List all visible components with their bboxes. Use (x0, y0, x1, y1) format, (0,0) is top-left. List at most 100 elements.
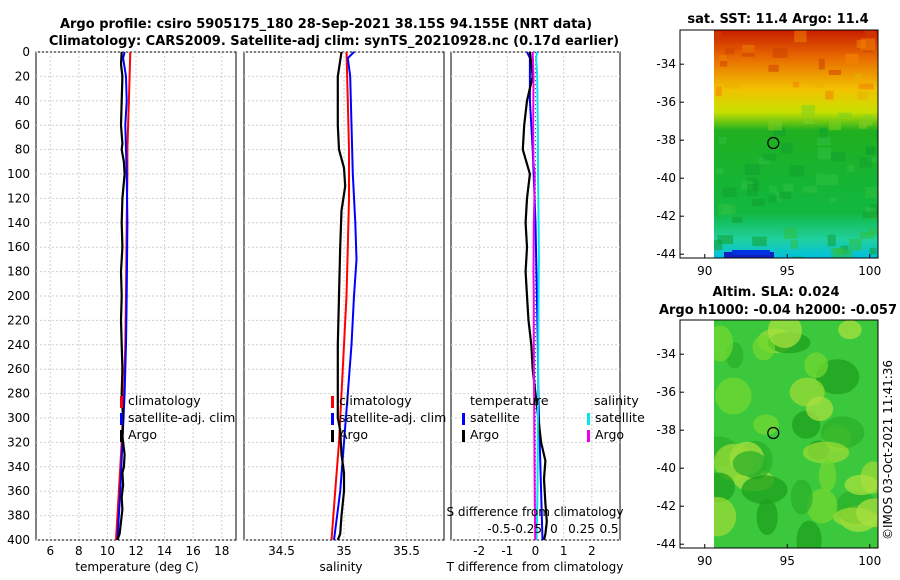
y-tick-label: 280 (7, 387, 30, 401)
sst-cell (742, 44, 755, 53)
sst-cell (780, 143, 793, 154)
sst-map (679, 29, 879, 259)
sst-cell (868, 228, 878, 235)
sst-cell (758, 157, 770, 165)
sst-cell (840, 249, 853, 258)
x-tick-label: -1 (501, 544, 513, 558)
y-tick-label: 180 (7, 265, 30, 279)
map-y-tick-label: -36 (656, 95, 676, 109)
sst-cell (719, 55, 727, 65)
sla-blob (838, 320, 862, 340)
sst-cell (865, 146, 874, 156)
sla-map-title-1: Altim. SLA: 0.024 (713, 285, 840, 300)
legend-swatch-satellite (331, 413, 334, 425)
sst-cell (714, 31, 722, 39)
sst-cell (858, 120, 868, 129)
sst-cell (827, 234, 836, 247)
sst-cell (865, 187, 878, 199)
y-tick-label: 300 (7, 411, 30, 425)
sla-blob (714, 497, 737, 537)
y-tick-label: 140 (7, 216, 30, 230)
grid-layer (36, 51, 620, 541)
y-tick-label: 80 (15, 143, 30, 157)
sst-cell (783, 183, 794, 192)
sst-cell (775, 191, 782, 202)
y-tick-label: 40 (15, 94, 30, 108)
sst-cell (715, 86, 722, 96)
legend-label-argo: Argo (339, 427, 368, 442)
x-tick-label: 35 (336, 544, 351, 558)
sla-blob (844, 474, 878, 496)
temperature-xlabel: temperature (deg C) (75, 560, 198, 574)
sla-blob (767, 320, 802, 348)
x-tick-label: 6 (46, 544, 54, 558)
series-layer (115, 51, 548, 541)
sst-cell (828, 69, 842, 76)
legend-label-t-satellite: satellite (470, 410, 520, 425)
y-tick-label: 260 (7, 362, 30, 376)
sst-cell (846, 53, 858, 65)
map-y-tick-label: -44 (656, 537, 676, 551)
map-x-tick-label: 95 (780, 554, 795, 568)
sst-cell (829, 197, 837, 203)
sst-cell (849, 238, 862, 251)
sst-cell (803, 118, 815, 125)
title-line-2: Climatology: CARS2009. Satellite-adj cli… (49, 34, 619, 49)
sla-blob (804, 352, 828, 379)
legend-group-temperature: temperature (470, 393, 549, 408)
sla-blob (820, 416, 865, 449)
legend-label-s-argo: Argo (595, 427, 624, 442)
sla-blob (818, 459, 837, 492)
sla-blob (714, 325, 734, 362)
sst-cell (818, 58, 825, 70)
y-tick-label: 200 (7, 289, 30, 303)
sst-cell (741, 181, 753, 190)
x-tick-label: 18 (214, 544, 229, 558)
sst-cell (823, 174, 838, 186)
sst-cell (769, 185, 777, 193)
y-tick-label: 400 (7, 533, 30, 547)
legend-swatch-t-argo (462, 430, 465, 442)
legend-label-climatology: climatology (339, 393, 412, 408)
series-t-argo (521, 51, 548, 541)
x-tick-label: 35.5 (393, 544, 420, 558)
sst-cell (752, 236, 767, 247)
legend-label-t-argo: Argo (470, 427, 499, 442)
difference-legend: temperature satellite Argo salinity sate… (462, 393, 645, 442)
sst-cell (857, 91, 868, 100)
sst-cell (718, 137, 727, 145)
legend-swatch-argo (120, 430, 123, 442)
sst-cell (724, 82, 740, 89)
sst-cell (714, 239, 723, 251)
sst-cell (803, 186, 818, 193)
sla-blob (732, 450, 767, 477)
sst-cell (763, 153, 777, 161)
map-x-tick-label: 95 (780, 264, 795, 278)
series-s-satellite (535, 51, 540, 541)
title-line-1: Argo profile: csiro 5905175_180 28-Sep-2… (60, 17, 592, 32)
sst-cell (859, 157, 872, 168)
sst-cell (875, 256, 878, 258)
sst-cell (831, 247, 844, 258)
map-y-tick-label: -38 (656, 423, 676, 437)
legend-label-satellite: satellite-adj. clim (128, 410, 235, 425)
sst-cell (768, 64, 779, 72)
argo-position-marker (767, 136, 780, 150)
series-satellite-adj-clim (333, 51, 358, 541)
top-tick-label: -0.5 (487, 522, 510, 536)
sst-cell (783, 227, 797, 239)
sst-cell (751, 199, 765, 206)
y-tick-label: 360 (7, 484, 30, 498)
sst-cell (867, 157, 878, 163)
temperature-legend: climatology satellite-adj. clim Argo (120, 393, 235, 442)
legend-swatch-t-satellite (462, 413, 465, 425)
sst-cell (768, 119, 783, 131)
sla-texture (714, 320, 878, 548)
sst-cell (792, 81, 800, 88)
sst-cell (779, 191, 791, 199)
sla-blob (753, 414, 779, 435)
map-x-tick-label: 100 (858, 264, 881, 278)
x-tick-label: 34.5 (268, 544, 295, 558)
top-tick-label: 0.25 (568, 522, 595, 536)
x-tick-label: 14 (157, 544, 172, 558)
